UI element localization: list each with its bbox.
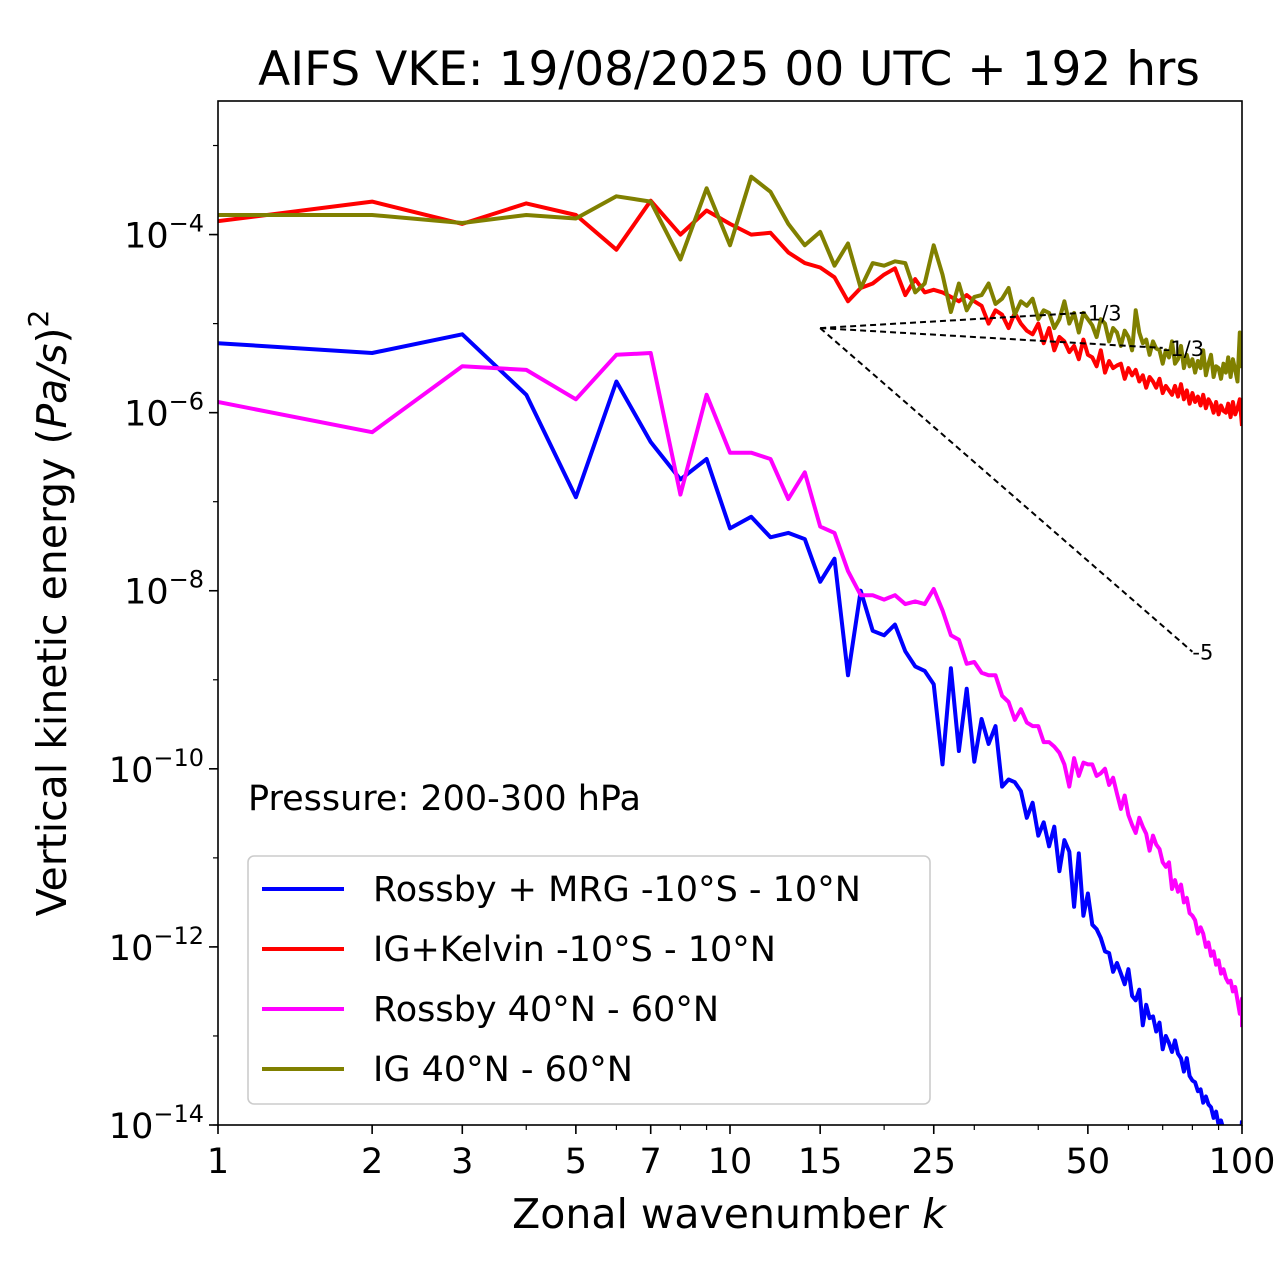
x-tick-label: 5 <box>565 1142 587 1182</box>
reference-lines: 1/3 -1/3 -5 <box>819 302 1213 665</box>
y-axis-label-text: Vertical kinetic energy ( <box>28 429 76 917</box>
y-tick-label: 10−14 <box>109 1100 204 1147</box>
series-line-0 <box>218 332 1242 1125</box>
y-tick-base: 10 <box>109 751 154 791</box>
series-line-2 <box>218 351 1242 1028</box>
legend-box <box>247 855 931 1105</box>
x-axis-label: Zonal wavenumber k <box>512 1190 948 1238</box>
x-axis-label-text: Zonal wavenumber <box>512 1190 922 1238</box>
y-tick-label: 10−10 <box>109 744 204 791</box>
chart-title: AIFS VKE: 19/08/2025 00 UTC + 192 hrs <box>258 42 1200 97</box>
x-axis-label-var: k <box>922 1190 948 1238</box>
x-tick-label: 50 <box>1066 1142 1111 1182</box>
y-tick-exponent: −4 <box>169 210 204 238</box>
x-tick-label: 1 <box>207 1142 229 1182</box>
y-tick-base: 10 <box>109 1107 154 1147</box>
y-tick-exponent: −8 <box>169 566 204 594</box>
y-tick-exponent: −14 <box>153 1100 204 1128</box>
reference-slope-line-0 <box>820 311 1088 330</box>
y-tick-label: 10−8 <box>124 566 204 613</box>
x-tick-label: 15 <box>798 1142 843 1182</box>
reference-slope-label-0: 1/3 <box>1088 302 1122 326</box>
y-tick-label: 10−4 <box>124 210 204 257</box>
reference-slope-label-1: -1/3 <box>1163 337 1204 361</box>
x-axis: 1 2 3 5 7 10 15 25 50 100 <box>207 1125 1276 1182</box>
reference-slope-label-2: -5 <box>1192 641 1213 665</box>
y-tick-exponent: −12 <box>153 922 204 950</box>
y-tick-base: 10 <box>124 573 169 613</box>
y-tick-exponent: −6 <box>169 388 204 416</box>
y-axis-label-var: Pa/s <box>28 344 76 429</box>
x-tick-label: 100 <box>1209 1142 1276 1182</box>
legend-label-2: Rossby 40°N - 60°N <box>373 990 719 1030</box>
legend: Rossby + MRG -10°S - 10°N IG+Kelvin -10°S… <box>247 855 931 1105</box>
x-tick-label: 2 <box>361 1142 383 1182</box>
legend-label-3: IG 40°N - 60°N <box>373 1050 633 1090</box>
y-axis-label-close: ) <box>28 328 76 344</box>
y-tick-base: 10 <box>124 217 169 257</box>
y-tick-base: 10 <box>124 395 169 435</box>
x-tick-label: 10 <box>708 1142 753 1182</box>
y-tick-base: 10 <box>109 929 154 969</box>
series-line-3 <box>218 174 1242 384</box>
series-line-1 <box>218 198 1242 427</box>
reference-slope-line-2 <box>819 327 1194 653</box>
series-group <box>218 174 1242 1125</box>
y-tick-label: 10−12 <box>109 922 204 969</box>
x-tick-label: 3 <box>451 1142 473 1182</box>
reference-slope-line-1 <box>820 327 1163 349</box>
pressure-annotation: Pressure: 200-300 hPa <box>248 779 641 819</box>
y-tick-label: 10−6 <box>124 388 204 435</box>
y-tick-exponent: −10 <box>153 744 204 772</box>
x-tick-label: 7 <box>640 1142 662 1182</box>
legend-label-0: Rossby + MRG -10°S - 10°N <box>373 870 861 910</box>
y-axis-label-exp: 2 <box>22 310 55 328</box>
y-axis-label: Vertical kinetic energy (Pa/s)2 <box>22 310 76 917</box>
x-tick-label: 25 <box>911 1142 956 1182</box>
legend-label-1: IG+Kelvin -10°S - 10°N <box>373 930 776 970</box>
